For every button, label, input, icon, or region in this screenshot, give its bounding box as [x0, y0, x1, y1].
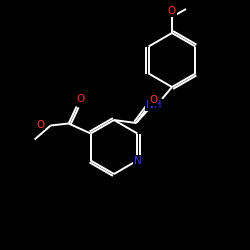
- Text: O: O: [76, 94, 85, 104]
- Text: O: O: [149, 95, 157, 105]
- Text: O: O: [36, 120, 44, 130]
- Text: NH: NH: [146, 100, 162, 110]
- Text: N: N: [134, 156, 141, 166]
- Text: O: O: [168, 6, 176, 16]
